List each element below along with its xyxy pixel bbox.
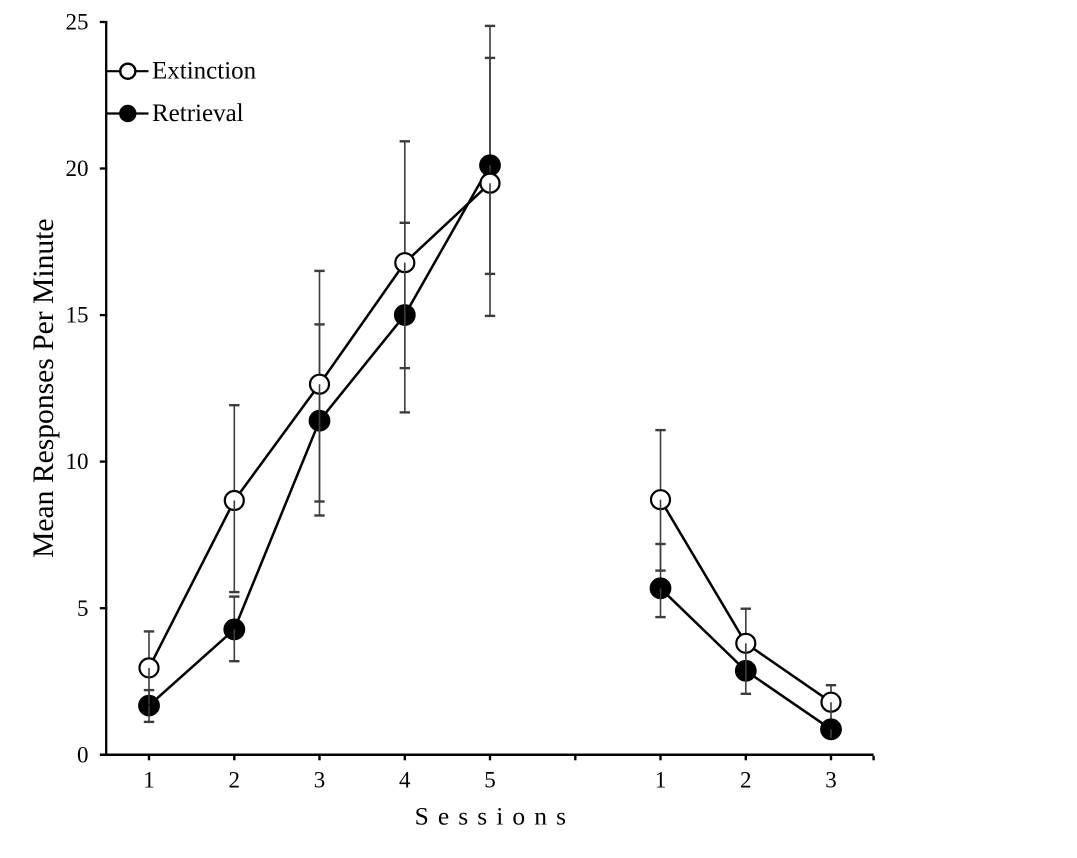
svg-text:4: 4 (399, 767, 411, 792)
svg-text:15: 15 (66, 303, 89, 328)
svg-text:5: 5 (77, 596, 89, 621)
svg-text:2: 2 (740, 767, 752, 792)
svg-text:5: 5 (484, 767, 496, 792)
svg-text:3: 3 (314, 767, 326, 792)
svg-text:Retrieval: Retrieval (152, 100, 244, 127)
svg-text:1: 1 (143, 767, 155, 792)
svg-text:25: 25 (66, 10, 89, 35)
svg-text:S e s s i o n s: S e s s i o n s (415, 802, 568, 831)
svg-text:Extinction: Extinction (152, 58, 257, 85)
svg-text:3: 3 (825, 767, 837, 792)
svg-text:1: 1 (655, 767, 667, 792)
svg-text:0: 0 (77, 742, 89, 767)
svg-text:Mean Responses Per Minute: Mean Responses Per Minute (28, 218, 60, 557)
svg-text:2: 2 (229, 767, 241, 792)
svg-text:20: 20 (66, 156, 89, 181)
svg-text:10: 10 (66, 449, 89, 474)
